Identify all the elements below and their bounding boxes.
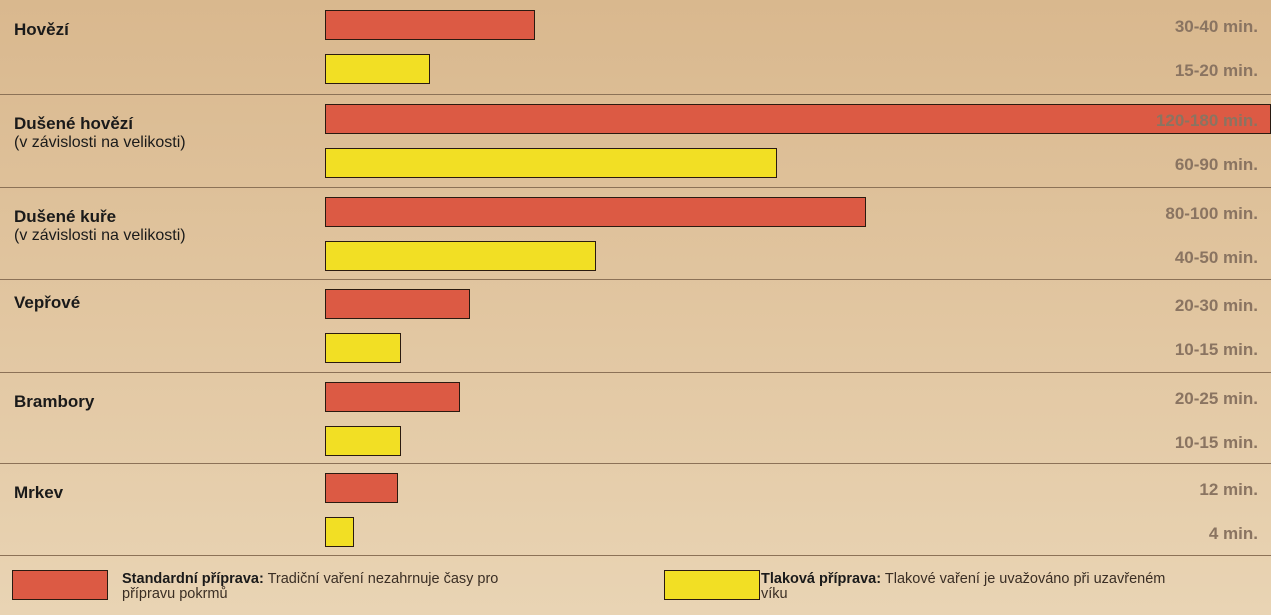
legend: Standardní příprava: Tradiční vaření nez… [0, 566, 1271, 615]
value-label-standard: 12 min. [1199, 480, 1258, 499]
value-label-pressure: 60-90 min. [1174, 155, 1258, 174]
value-label-pressure: 10-15 min. [1174, 433, 1258, 452]
category-label: Hovězí [14, 20, 69, 39]
category-group: Brambory 20-25 min. 10-15 min. [0, 372, 1271, 463]
category-separator [0, 187, 1271, 188]
value-label-pressure: 40-50 min. [1174, 248, 1258, 267]
bar-pressure [325, 333, 401, 363]
category-group: Hovězí 30-40 min. 15-20 min. [0, 0, 1271, 94]
bar-pressure [325, 148, 777, 178]
value-label-pressure: 10-15 min. [1174, 340, 1258, 359]
category-separator [0, 94, 1271, 95]
bar-standard [325, 197, 866, 227]
legend-title-pressure: Tlaková příprava: [761, 571, 882, 587]
legend-swatch-pressure [664, 570, 760, 600]
value-label-standard: 80-100 min. [1165, 204, 1258, 223]
category-separator [0, 372, 1271, 373]
legend-swatch-standard [12, 570, 108, 600]
category-separator [0, 463, 1271, 464]
category-group: Dušené hovězí (v závislosti na velikosti)… [0, 94, 1271, 187]
category-label: Mrkev [14, 483, 64, 502]
bar-standard [325, 473, 398, 503]
value-label-standard: 20-30 min. [1174, 296, 1258, 315]
category-group: Vepřové 20-30 min. 10-15 min. [0, 279, 1271, 372]
category-label: Dušené hovězí [14, 114, 134, 133]
value-label-pressure: 15-20 min. [1174, 61, 1258, 80]
category-label: Vepřové [14, 293, 81, 312]
category-sublabel: (v závislosti na velikosti) [14, 134, 186, 151]
bar-standard [325, 289, 470, 319]
category-label: Dušené kuře [14, 207, 117, 226]
category-group: Dušené kuře (v závislosti na velikosti) 80… [0, 187, 1271, 279]
value-label-pressure: 4 min. [1208, 524, 1258, 543]
cooking-time-chart: Hovězí 30-40 min. 15-20 min. Dušené hovězí(… [0, 0, 1271, 556]
bar-pressure [325, 54, 430, 84]
bar-pressure [325, 426, 401, 456]
category-separator [0, 555, 1271, 556]
value-label-standard: 30-40 min. [1174, 17, 1258, 36]
bar-standard [325, 382, 460, 412]
category-sublabel: (v závislosti na velikosti) [14, 227, 186, 244]
legend-text-pressure: Tlaková příprava: Tlakové vaření je uvaž… [761, 572, 1181, 602]
legend-desc-standard: Tradiční vaření nezahrnuje časy pro příp… [122, 571, 499, 602]
legend-title-standard: Standardní příprava: [122, 571, 264, 587]
category-label: Brambory [14, 392, 95, 411]
category-group: Mrkev 12 min. 4 min. [0, 463, 1271, 555]
bar-pressure [325, 241, 596, 271]
bar-pressure [325, 517, 354, 547]
bar-standard [325, 10, 535, 40]
category-separator [0, 279, 1271, 280]
value-label-standard: 120-180 min. [1155, 111, 1258, 130]
bar-standard [325, 104, 1271, 134]
legend-text-standard: Standardní příprava: Tradiční vaření nez… [122, 572, 532, 602]
legend-desc-pressure: Tlakové vaření je uvažováno při uzavřené… [761, 571, 1166, 602]
value-label-standard: 20-25 min. [1174, 389, 1258, 408]
